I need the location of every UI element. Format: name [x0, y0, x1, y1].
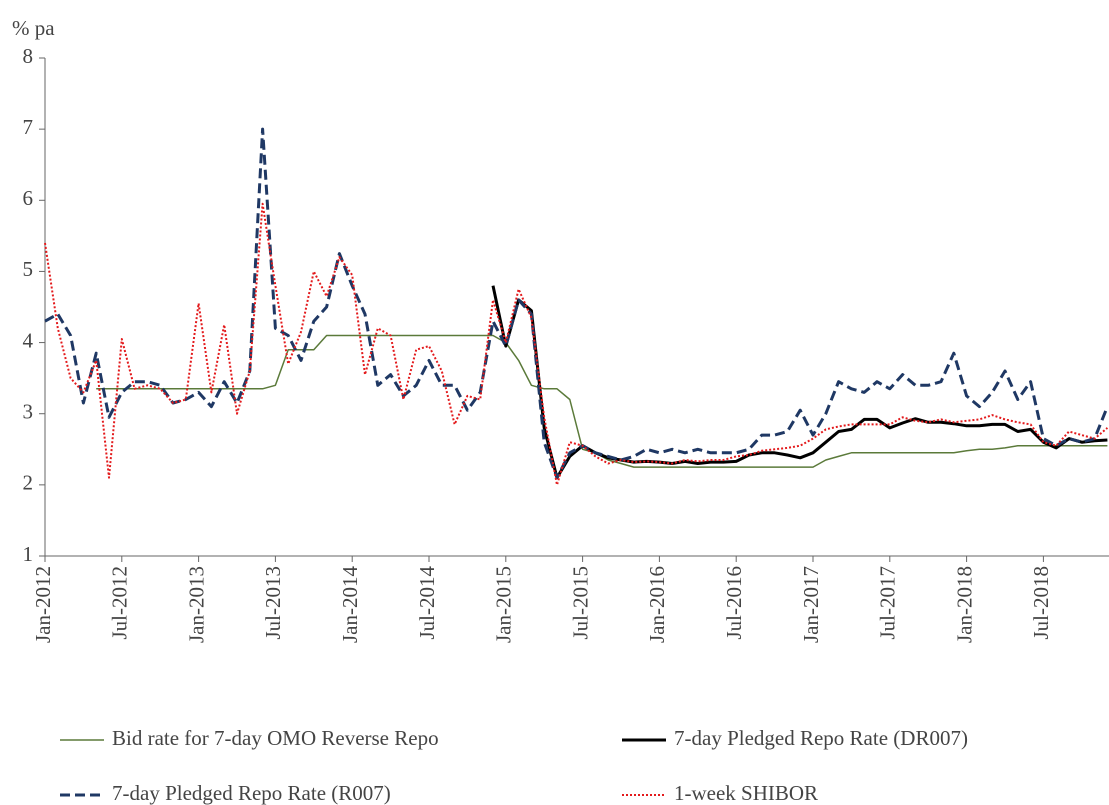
- x-tick-label: Jan-2016: [645, 566, 669, 643]
- x-tick-label: Jan-2015: [492, 566, 516, 643]
- y-axis-label: % pa: [12, 16, 55, 40]
- x-tick-label: Jul-2014: [415, 566, 439, 640]
- x-tick-label: Jan-2013: [184, 566, 208, 643]
- legend-label: Bid rate for 7-day OMO Reverse Repo: [112, 726, 439, 750]
- y-tick-label: 6: [23, 186, 34, 210]
- x-tick-label: Jul-2015: [568, 566, 592, 640]
- x-tick-label: Jul-2017: [876, 566, 900, 640]
- x-tick-label: Jul-2013: [261, 566, 285, 640]
- y-tick-label: 3: [23, 400, 34, 424]
- y-tick-label: 1: [23, 542, 34, 566]
- legend-label: 7-day Pledged Repo Rate (DR007): [674, 726, 968, 750]
- x-tick-label: Jul-2018: [1029, 566, 1053, 640]
- series-line: [44, 202, 1109, 486]
- x-tick-label: Jul-2012: [108, 566, 132, 640]
- x-tick-label: Jan-2018: [952, 566, 976, 643]
- y-tick-label: 2: [23, 471, 34, 495]
- y-tick-label: 7: [23, 115, 34, 139]
- legend-label: 7-day Pledged Repo Rate (R007): [112, 781, 391, 805]
- y-tick-label: 5: [23, 257, 34, 281]
- y-tick-label: 8: [23, 44, 34, 68]
- x-tick-label: Jan-2014: [338, 566, 362, 643]
- x-tick-label: Jan-2017: [799, 566, 823, 643]
- legend-label: 1-week SHIBOR: [674, 781, 818, 805]
- x-tick-label: Jul-2016: [722, 566, 746, 640]
- x-tick-label: Jan-2012: [31, 566, 55, 643]
- y-tick-label: 4: [23, 328, 34, 352]
